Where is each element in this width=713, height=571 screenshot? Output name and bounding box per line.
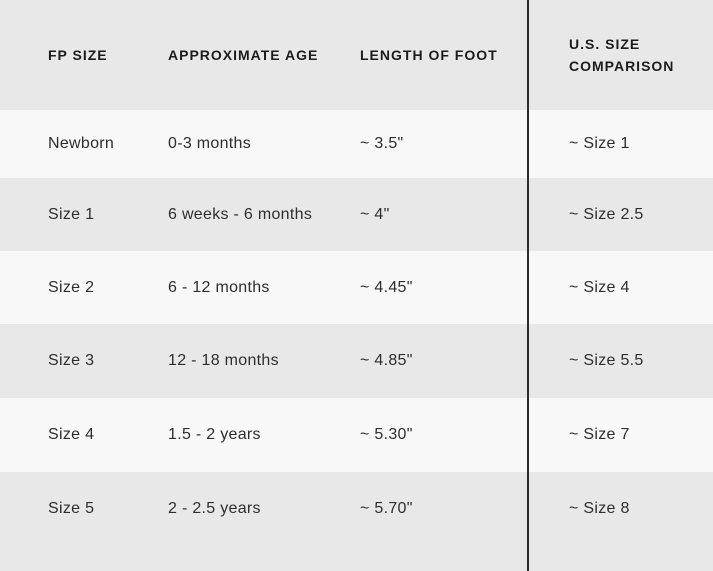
cell-approximate-age: 6 - 12 months	[168, 278, 270, 296]
cell-length-of-foot: ~ 3.5"	[360, 135, 404, 152]
cell-us-size: ~ Size 4	[569, 278, 630, 296]
table-row: Newborn 0-3 months ~ 3.5" ~ Size 1	[0, 110, 713, 178]
cell-us-size: ~ Size 5.5	[569, 352, 644, 369]
cell-length-of-foot: ~ 4"	[360, 205, 390, 223]
header-row: FP SIZE APPROXIMATE AGE LENGTH OF FOOT U…	[0, 0, 713, 110]
table-row: Size 5 2 - 2.5 years ~ 5.70" ~ Size 8	[0, 472, 713, 571]
cell-approximate-age: 1.5 - 2 years	[168, 426, 261, 443]
table-row: Size 4 1.5 - 2 years ~ 5.30" ~ Size 7	[0, 398, 713, 472]
cell-fp-size: Size 3	[48, 352, 95, 369]
cell-fp-size: Size 5	[48, 499, 95, 517]
cell-length-of-foot: ~ 5.30"	[360, 426, 413, 443]
cell-length-of-foot: ~ 5.70"	[360, 499, 413, 517]
cell-fp-size: Size 1	[48, 205, 95, 223]
table-row: Size 1 6 weeks - 6 months ~ 4" ~ Size 2.…	[0, 178, 713, 251]
cell-approximate-age: 2 - 2.5 years	[168, 499, 261, 517]
cell-approximate-age: 6 weeks - 6 months	[168, 205, 313, 223]
cell-us-size: ~ Size 7	[569, 426, 630, 443]
cell-fp-size: Newborn	[48, 135, 115, 152]
column-header-us-size-comparison: U.S. SIZE COMPARISON	[569, 36, 675, 74]
cell-us-size: ~ Size 2.5	[569, 205, 644, 223]
cell-fp-size: Size 2	[48, 278, 95, 296]
table-row: Size 3 12 - 18 months ~ 4.85" ~ Size 5.5	[0, 324, 713, 398]
cell-approximate-age: 0-3 months	[168, 135, 252, 152]
cell-length-of-foot: ~ 4.85"	[360, 352, 413, 369]
cell-us-size: ~ Size 8	[569, 499, 630, 517]
cell-us-size: ~ Size 1	[569, 135, 630, 152]
column-header-approximate-age: APPROXIMATE AGE	[168, 47, 319, 63]
column-divider-line	[527, 0, 529, 571]
column-header-length-of-foot: LENGTH OF FOOT	[360, 47, 498, 63]
table-row: Size 2 6 - 12 months ~ 4.45" ~ Size 4	[0, 251, 713, 324]
cell-length-of-foot: ~ 4.45"	[360, 278, 413, 296]
column-header-fp-size: FP SIZE	[48, 47, 108, 63]
cell-fp-size: Size 4	[48, 426, 95, 443]
cell-approximate-age: 12 - 18 months	[168, 352, 279, 369]
